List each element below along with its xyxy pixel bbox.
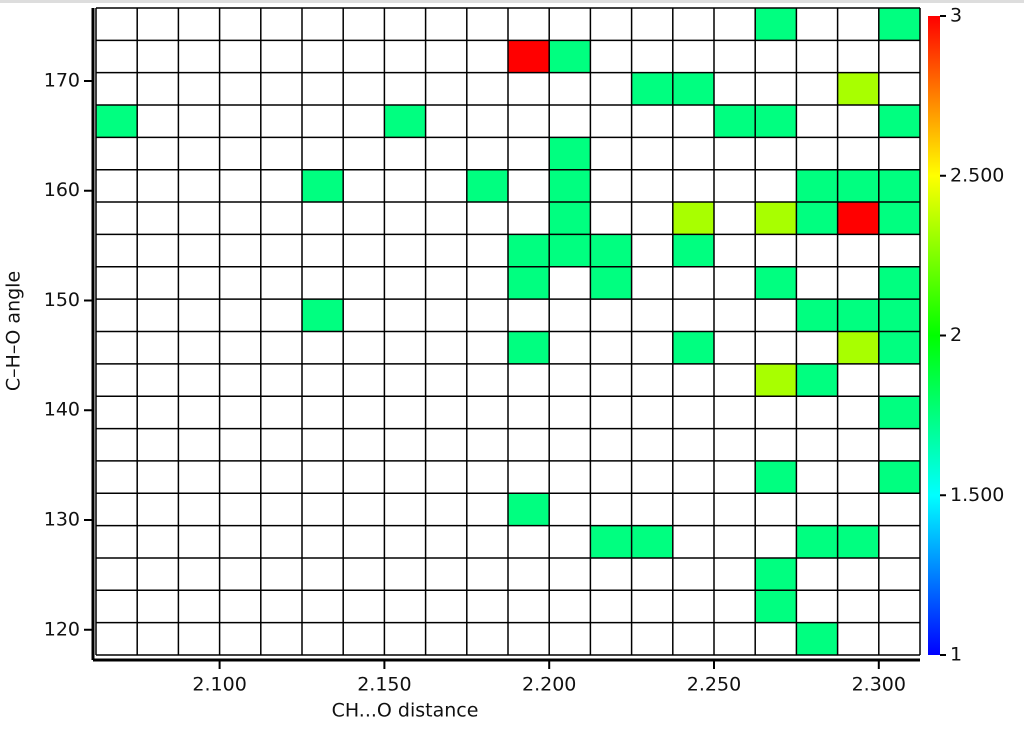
heatmap-cell bbox=[466, 169, 508, 203]
heatmap-cell bbox=[508, 331, 550, 364]
heatmap-cell bbox=[755, 557, 797, 591]
heatmap-cell bbox=[837, 299, 879, 332]
heatmap-cell bbox=[590, 266, 632, 300]
heatmap-cell bbox=[508, 40, 550, 73]
heatmap-cell bbox=[508, 234, 550, 267]
heatmap-cell bbox=[796, 525, 838, 558]
heatmap-cell bbox=[549, 40, 591, 73]
heatmap-cell bbox=[755, 460, 797, 494]
heatmap-cell bbox=[878, 396, 920, 429]
heatmap-cell bbox=[508, 266, 550, 300]
heatmap-cell bbox=[755, 363, 797, 397]
heatmap-cell bbox=[96, 104, 138, 138]
heatmap-cell bbox=[796, 201, 838, 235]
heatmap-cell bbox=[837, 72, 879, 105]
x-tick-label: 2.100 bbox=[192, 674, 246, 696]
x-tick-label: 2.300 bbox=[852, 674, 906, 696]
heatmap-cell bbox=[796, 299, 838, 332]
heatmap-cell bbox=[878, 299, 920, 332]
heatmap-cell bbox=[796, 622, 838, 655]
heatmap-cell bbox=[796, 363, 838, 397]
heatmap-cell bbox=[878, 169, 920, 203]
heatmap-cell bbox=[672, 201, 714, 235]
heatmap-cell bbox=[672, 72, 714, 105]
y-tick-label: 160 bbox=[44, 179, 80, 201]
heatmap-cell bbox=[672, 331, 714, 364]
heatmap-cell bbox=[549, 201, 591, 235]
window-edge bbox=[0, 0, 1024, 3]
y-tick-label: 170 bbox=[44, 69, 80, 91]
heatmap-cell bbox=[837, 169, 879, 203]
colorbar-tick-label: 3 bbox=[950, 5, 962, 27]
heatmap-cell bbox=[590, 525, 632, 558]
heatmap-cell bbox=[878, 460, 920, 494]
heatmap-cell bbox=[549, 137, 591, 170]
heatmap-cell bbox=[549, 169, 591, 203]
heatmap-cell bbox=[755, 104, 797, 138]
x-tick-label: 2.200 bbox=[522, 674, 576, 696]
heatmap-cell bbox=[878, 7, 920, 41]
colorbar-tick-label: 1 bbox=[950, 644, 962, 666]
y-tick-label: 140 bbox=[44, 399, 80, 421]
x-axis-label: CH...O distance bbox=[332, 700, 479, 722]
heatmap-cell bbox=[755, 201, 797, 235]
y-axis-label: C–H–O angle bbox=[3, 271, 25, 391]
heatmap-cell bbox=[837, 525, 879, 558]
heatmap-cell bbox=[755, 266, 797, 300]
heatmap-cell bbox=[796, 169, 838, 203]
heatmap-cell bbox=[302, 169, 344, 203]
heatmap-cell bbox=[384, 104, 426, 138]
y-tick-label: 150 bbox=[44, 289, 80, 311]
heatmap-cell bbox=[508, 493, 550, 526]
heatmap-cell bbox=[590, 234, 632, 267]
x-tick-label: 2.250 bbox=[687, 674, 741, 696]
heatmap-cell bbox=[878, 104, 920, 138]
y-tick-label: 130 bbox=[44, 509, 80, 531]
colorbar bbox=[928, 16, 940, 655]
heatmap-cell bbox=[755, 7, 797, 41]
colorbar-tick-label: 1.500 bbox=[950, 484, 1004, 506]
colorbar-tick-label: 2.500 bbox=[950, 164, 1004, 186]
heatmap-cell bbox=[302, 299, 344, 332]
heatmap-cell bbox=[837, 201, 879, 235]
heatmap-cell bbox=[631, 525, 673, 558]
heatmap-cell bbox=[878, 201, 920, 235]
colorbar-tick-label: 2 bbox=[950, 324, 962, 346]
heatmap-cell bbox=[714, 104, 756, 138]
y-tick-label: 120 bbox=[44, 618, 80, 640]
x-tick-label: 2.150 bbox=[357, 674, 411, 696]
heatmap-cell bbox=[631, 72, 673, 105]
heatmap-cell bbox=[755, 590, 797, 623]
heatmap-cell bbox=[672, 234, 714, 267]
heatmap-cell bbox=[837, 331, 879, 364]
heatmap-cell bbox=[878, 266, 920, 300]
heatmap-cell bbox=[549, 234, 591, 267]
heatmap-cell bbox=[878, 331, 920, 364]
